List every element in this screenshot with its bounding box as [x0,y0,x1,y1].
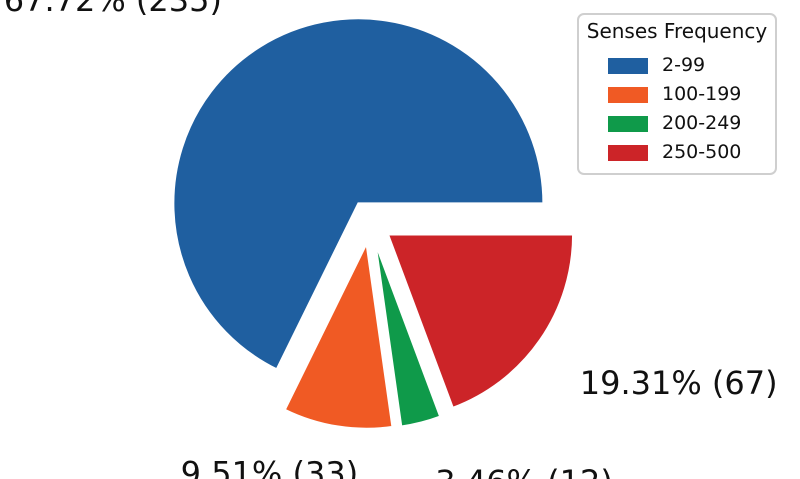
legend-label-2-99: 2-99 [662,54,705,76]
legend-label-250-500: 250-500 [662,141,741,163]
legend-label-100-199: 100-199 [662,83,741,105]
labels-layer: 67.72% (235) 9.51% (33) 3.46% (12) 19.31% (… [4,0,778,479]
slice-label-250-500: 19.31% (67) [580,364,778,402]
legend-label-200-249: 200-249 [662,112,741,134]
slice-label-2-99: 67.72% (235) [4,0,222,19]
legend-title: Senses Frequency [587,19,768,43]
pie-slice-200-249 [374,242,442,428]
legend-swatch-100-199 [608,87,648,103]
legend-items: 2-99 100-199 200-249 250-500 [608,54,741,163]
slices-layer [172,17,575,430]
legend-swatch-2-99 [608,58,648,74]
pie-slice-2-99 [172,17,545,371]
legend-swatch-250-500 [608,145,648,161]
slice-label-100-199: 9.51% (33) [181,455,359,479]
pie-slice-250-500 [386,233,575,410]
pie-slice-100-199 [283,240,394,430]
legend-frame [577,13,777,175]
legend-swatch-200-249 [608,116,648,132]
slice-label-200-249: 3.46% (12) [435,463,613,479]
legend: Senses Frequency 2-99 100-199 200-249 250-5… [577,13,777,175]
